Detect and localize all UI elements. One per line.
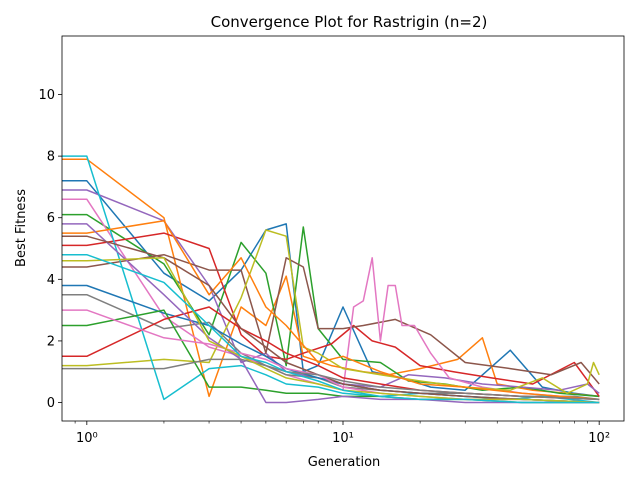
x-axis-label: Generation <box>308 455 381 470</box>
x-tick-label: 10¹ <box>332 431 354 446</box>
x-tick-label: 10⁰ <box>76 431 98 446</box>
plot-area <box>62 155 600 404</box>
x-tick-label: 10² <box>588 431 610 446</box>
y-tick-label: 10 <box>38 88 55 103</box>
series-line-16 <box>62 235 600 404</box>
series-line-18 <box>62 358 600 401</box>
series-line-2 <box>62 158 600 398</box>
series-line-9 <box>62 229 600 395</box>
plot-frame <box>61 35 625 422</box>
series-line-5 <box>62 189 600 394</box>
y-tick-label: 0 <box>47 396 55 411</box>
y-tick-label: 8 <box>47 150 55 165</box>
chart-title: Convergence Plot for Rastrigin (n=2) <box>211 13 488 31</box>
series-line-15 <box>62 223 600 404</box>
series-line-7 <box>62 198 600 401</box>
series-line-6 <box>62 253 600 385</box>
y-tick-label: 2 <box>47 334 55 349</box>
y-tick-label: 6 <box>47 211 55 226</box>
y-axis-label: Best Fitness <box>14 189 29 267</box>
series-line-8 <box>62 293 600 401</box>
series-line-1 <box>62 180 600 398</box>
series-line-12 <box>62 220 600 401</box>
series-line-4 <box>62 232 600 397</box>
series-line-20 <box>62 253 600 404</box>
axes: 0 2 4 6 8 10 10⁰ 10¹ 10² <box>38 35 625 446</box>
y-tick-label: 4 <box>47 273 55 288</box>
